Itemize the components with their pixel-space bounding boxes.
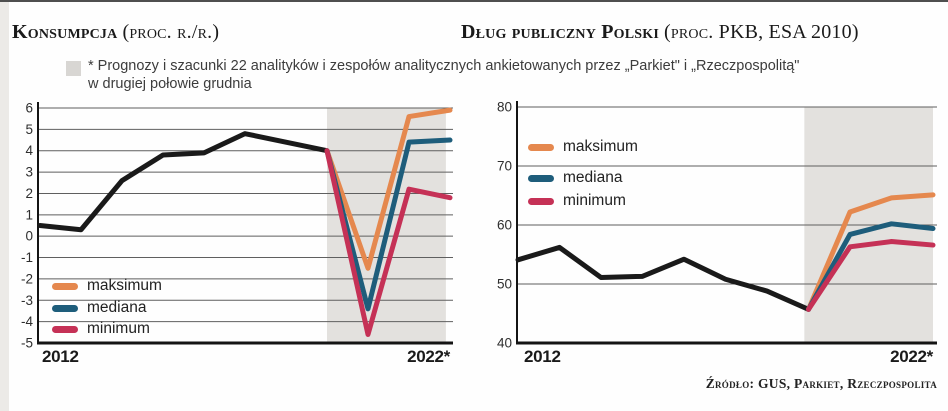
series-line-maksimum <box>324 107 453 271</box>
series-line-minimum <box>806 239 936 312</box>
legend-item-maksimum: maksimum <box>528 139 638 155</box>
y-tick-label: 70 <box>497 159 512 174</box>
y-tick-label: 4 <box>25 143 33 158</box>
chart-title-text: Konsumpcja <box>12 21 118 43</box>
y-tick-label: 60 <box>497 218 512 233</box>
series-line-mediana <box>806 221 936 312</box>
y-tick-label: -5 <box>21 336 33 351</box>
y-tick-label: 3 <box>25 165 33 180</box>
forecast-note-line2: w drugiej połowie grudnia <box>88 75 252 92</box>
chart-title-dlug-publiczny: Dług publiczny Polski (proc. PKB, ESA 201… <box>461 21 859 44</box>
legend-label: maksimum <box>563 138 638 155</box>
y-tick-label: -4 <box>21 314 33 329</box>
source-credit: Źródło: GUS, Parkiet, Rzeczpospolita <box>705 376 937 391</box>
x-axis-label-2012: 2012 <box>524 347 561 366</box>
mediana-line-swatch <box>528 174 554 182</box>
legend-label: mediana <box>563 169 623 186</box>
y-tick-label: 6 <box>25 101 33 116</box>
legend-label: maksimum <box>87 277 162 294</box>
y-tick-label: 2 <box>25 186 33 201</box>
legend-item-minimum: minimum <box>52 321 150 337</box>
legend-label: mediana <box>87 299 147 316</box>
series-line-mediana <box>324 137 453 312</box>
series-line-minimum <box>324 148 453 337</box>
legend-item-minimum: minimum <box>528 193 626 209</box>
series-line-maksimum <box>806 192 936 312</box>
forecast-note: * Prognozy i szacunki 22 analityków i ze… <box>66 58 799 93</box>
top-rule <box>0 0 948 2</box>
series-line-historia <box>37 131 330 233</box>
maksimum-line-swatch <box>528 143 554 151</box>
x-axis-label-2012: 2012 <box>42 347 79 366</box>
left-gutter <box>0 2 9 411</box>
chart-title-text: Dług publiczny Polski <box>461 21 660 43</box>
forecast-band-swatch <box>66 61 81 76</box>
y-tick-label: -3 <box>21 293 33 308</box>
minimum-line-swatch <box>528 197 554 205</box>
chart-title-konsumpcja: Konsumpcja (proc. r./r.) <box>12 21 219 44</box>
maksimum-line-swatch <box>52 282 78 290</box>
y-tick-label: -2 <box>21 271 33 286</box>
minimum-line-swatch <box>52 325 78 333</box>
y-tick-label: 40 <box>497 336 512 351</box>
y-tick-label: -1 <box>21 250 33 265</box>
mediana-line-swatch <box>52 304 78 312</box>
forecast-note-line1: * Prognozy i szacunki 22 analityków i ze… <box>88 58 800 74</box>
x-axis-label-2022: 2022* <box>890 347 933 366</box>
legend-label: minimum <box>563 192 626 209</box>
legend-item-mediana: mediana <box>528 170 622 186</box>
x-axis-label-2022: 2022* <box>407 347 450 366</box>
y-tick-label: 1 <box>25 207 33 222</box>
y-tick-label: 0 <box>25 229 33 244</box>
chart-title-suffix: (proc. PKB, ESA 2010) <box>664 21 859 43</box>
series-line-historia <box>515 244 811 312</box>
y-tick-label: 50 <box>497 277 512 292</box>
legend-item-maksimum: maksimum <box>52 278 162 294</box>
chart-title-suffix: (proc. r./r.) <box>122 21 220 43</box>
y-tick-label: 80 <box>497 100 512 115</box>
legend-label: minimum <box>87 320 150 337</box>
legend-item-mediana: mediana <box>52 300 146 316</box>
forecast-note-text: * Prognozy i szacunki 22 analityków i ze… <box>88 58 799 93</box>
y-tick-label: 5 <box>25 122 33 137</box>
